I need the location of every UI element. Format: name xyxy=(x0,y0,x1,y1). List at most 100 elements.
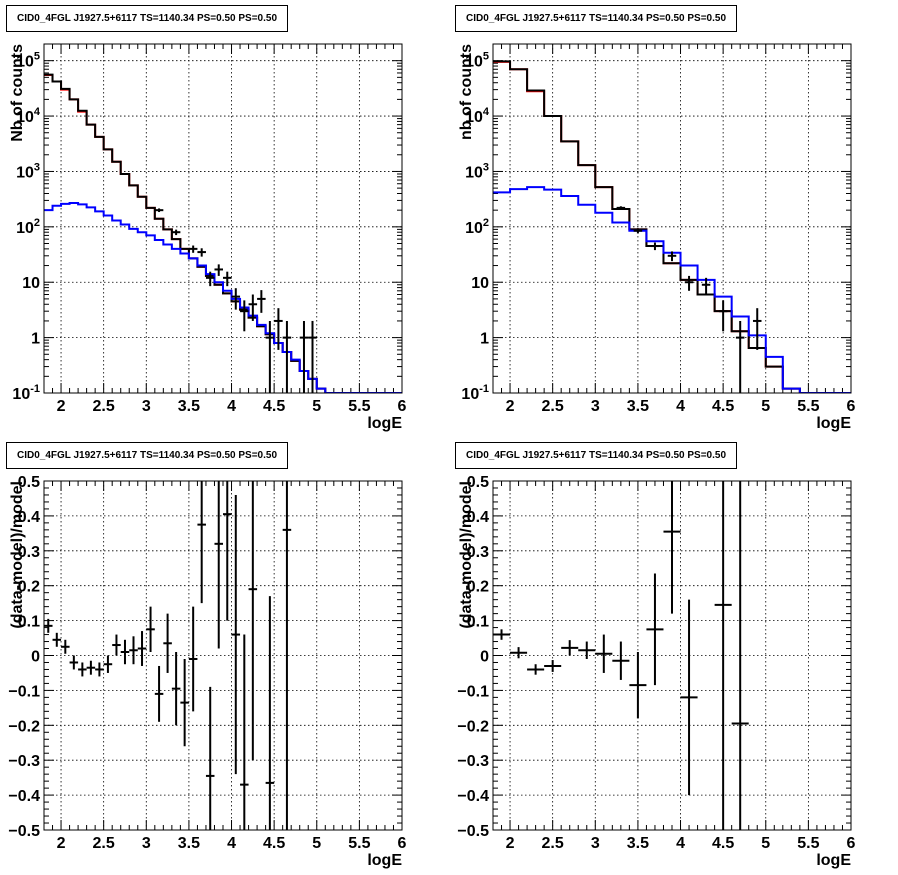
y-tick-label: 0.2 xyxy=(467,579,489,596)
y-tick-label: 104 xyxy=(465,106,490,126)
histogram-line xyxy=(493,60,851,393)
y-tick-label: 0 xyxy=(31,649,40,666)
y-tick-label: 10-1 xyxy=(12,383,40,403)
data-point xyxy=(44,618,53,633)
data-point xyxy=(112,634,121,656)
y-axis-title: (data-model)/model xyxy=(458,481,475,629)
data-point xyxy=(616,206,626,210)
x-tick-label: 3 xyxy=(142,398,151,415)
x-axis-title: logE xyxy=(367,415,402,432)
data-layer xyxy=(493,481,749,830)
data-point xyxy=(282,320,292,393)
data-point xyxy=(163,613,172,673)
plot-area xyxy=(44,481,402,830)
y-tick-label: 103 xyxy=(16,161,40,181)
x-tick-label: 5.5 xyxy=(348,398,370,415)
x-tick-label: 4 xyxy=(227,398,236,415)
x-tick-label: 3 xyxy=(142,835,151,852)
y-tick-label: 102 xyxy=(16,217,40,237)
data-point xyxy=(308,320,317,393)
data-point xyxy=(493,629,511,640)
x-tick-label: 5.5 xyxy=(797,398,819,415)
data-point xyxy=(257,290,266,313)
x-tick-label: 4.5 xyxy=(712,835,734,852)
data-point xyxy=(667,251,677,262)
data-point xyxy=(663,481,681,614)
x-tick-label: 6 xyxy=(398,835,407,852)
plot-frame xyxy=(492,43,852,394)
y-tick-label: −0.1 xyxy=(457,683,489,700)
data-point xyxy=(61,639,70,654)
data-point xyxy=(223,271,232,287)
data-point xyxy=(78,662,87,677)
y-tick-label: 0.1 xyxy=(467,614,489,631)
data-layer xyxy=(44,481,292,830)
plot-pane-top-left: CID0_4FGL J1927.5+6117 TS=1140.34 PS=0.5… xyxy=(0,0,449,437)
plot-frame xyxy=(492,480,852,831)
data-point xyxy=(248,481,258,761)
x-tick-label: 4.5 xyxy=(263,398,285,415)
y-tick-label: −0.3 xyxy=(8,753,40,770)
data-point xyxy=(214,264,223,276)
x-tick-label: 2 xyxy=(506,835,515,852)
data-point xyxy=(223,481,232,621)
data-point xyxy=(95,662,104,677)
x-tick-label: 5 xyxy=(761,835,770,852)
data-point xyxy=(731,481,749,830)
data-point xyxy=(510,647,528,659)
data-point xyxy=(299,320,309,393)
x-tick-label: 5 xyxy=(312,835,321,852)
plot-pane-bottom-left: CID0_4FGL J1927.5+6117 TS=1140.34 PS=0.5… xyxy=(0,437,449,875)
data-point xyxy=(197,248,206,257)
chart-top-left: 2 2.5 3 3.5 4 4.5 5 5.5 6 10-1 1 10 102 103 104 105 logE… xyxy=(9,43,407,432)
x-tick-label: 3.5 xyxy=(627,398,649,415)
y-tick-label: −0.5 xyxy=(8,823,40,840)
data-point xyxy=(629,652,647,719)
data-point xyxy=(633,228,643,234)
y-axis-title: Nb of counts xyxy=(9,44,26,142)
y-tick-label: 0.3 xyxy=(467,544,489,561)
data-point xyxy=(282,481,292,830)
data-point xyxy=(205,271,215,287)
y-tick-label: −0.2 xyxy=(8,718,40,735)
data-point xyxy=(612,641,630,680)
plot-title: CID0_4FGL J1927.5+6117 TS=1140.34 PS=0.5… xyxy=(6,442,289,469)
data-point xyxy=(120,639,130,665)
data-point xyxy=(103,655,113,673)
data-layer xyxy=(493,60,851,393)
data-point xyxy=(86,660,96,675)
x-tick-label: 5.5 xyxy=(797,835,819,852)
x-tick-label: 2 xyxy=(57,398,66,415)
x-tick-label: 3 xyxy=(591,835,600,852)
data-point xyxy=(188,606,198,712)
y-tick-label: −0.4 xyxy=(457,788,489,805)
y-tick-label: 0.4 xyxy=(18,509,40,526)
y-tick-label: 0.3 xyxy=(18,544,40,561)
chart-bottom-left: 2 2.5 3 3.5 4 4.5 5 5.5 6 −0.5 −0.4 −0.3 −0.2 −0.1 0 0.… xyxy=(8,474,406,869)
x-tick-label: 6 xyxy=(398,398,407,415)
y-tick-label: −0.5 xyxy=(457,823,489,840)
data-point xyxy=(680,599,698,796)
y-tick-label: 0 xyxy=(480,649,489,666)
x-tick-label: 4 xyxy=(227,835,236,852)
data-point xyxy=(52,632,62,647)
data-point xyxy=(714,481,732,830)
x-tick-label: 4 xyxy=(676,835,685,852)
x-tick-label: 2.5 xyxy=(542,835,564,852)
data-point xyxy=(137,631,147,666)
data-point xyxy=(735,320,745,393)
data-point xyxy=(197,481,206,604)
y-tick-label: 0.1 xyxy=(18,614,40,631)
histogram-line xyxy=(493,186,851,393)
x-tick-label: 2.5 xyxy=(93,398,115,415)
y-axis-title: nb of counts xyxy=(458,44,475,140)
data-point xyxy=(650,242,660,251)
y-axis-title: (data-model)/model xyxy=(9,481,26,629)
data-point xyxy=(214,481,223,649)
x-tick-label: 5.5 xyxy=(348,835,370,852)
data-point xyxy=(231,494,241,775)
y-tick-label: 0.2 xyxy=(18,579,40,596)
chart-top-right: 2 2.5 3 3.5 4 4.5 5 5.5 6 10-1 1 10 102 103 104 105 logE… xyxy=(458,43,856,432)
data-point xyxy=(684,275,694,291)
